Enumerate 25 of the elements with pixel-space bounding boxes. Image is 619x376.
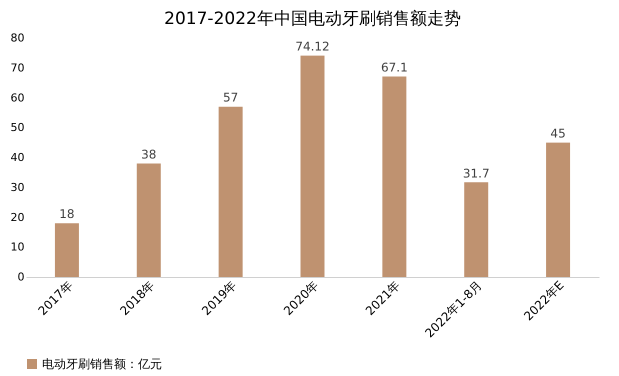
y-tick-label: 30	[10, 180, 24, 194]
bar	[382, 76, 406, 277]
legend-label: 电动牙刷销售额：亿元	[42, 357, 162, 371]
y-tick-label: 50	[10, 121, 24, 134]
y-tick-label: 60	[10, 91, 24, 104]
chart-title: 2017-2022年中国电动牙刷销售额走势	[164, 9, 461, 29]
y-tick-label: 20	[10, 210, 24, 224]
bar	[218, 106, 243, 277]
data-label: 74.12	[295, 40, 330, 54]
y-tick-label: 80	[10, 32, 24, 44]
bar	[54, 223, 79, 277]
bar	[136, 163, 161, 277]
bar	[546, 142, 570, 277]
bar	[464, 182, 488, 277]
y-tick-label: 70	[10, 61, 24, 74]
data-label: 38	[141, 147, 156, 162]
data-label: 67.1	[381, 60, 408, 75]
data-label: 57	[223, 90, 238, 105]
y-tick-label: 0	[18, 270, 24, 284]
data-label: 31.7	[462, 166, 490, 180]
data-label: 18	[59, 207, 75, 222]
bar	[300, 56, 324, 277]
y-tick-label: 40	[10, 151, 24, 164]
y-tick-label: 10	[10, 240, 24, 254]
data-label: 45	[550, 126, 566, 141]
